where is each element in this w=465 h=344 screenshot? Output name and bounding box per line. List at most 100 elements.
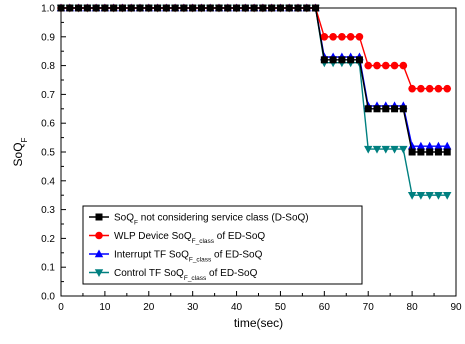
x-tick-label: 0 [58,302,64,313]
data-point [416,192,426,200]
series-line [61,7,448,153]
y-axis-title-text: SoQF [11,137,29,166]
data-point [443,148,451,156]
data-point [320,56,328,64]
data-point [373,105,381,113]
y-tick-label: 0.3 [41,205,55,216]
data-point [399,61,408,70]
data-point [443,84,452,93]
data-point [373,61,381,70]
data-point [408,84,416,93]
y-tick-label: 0.6 [41,119,55,130]
data-point [329,33,337,41]
y-tick-label: 0.8 [41,61,55,72]
data-point [372,145,382,154]
x-tick-label: 30 [187,302,199,313]
y-tick-label: 0.7 [41,90,55,101]
data-point [381,145,390,154]
data-point [416,141,426,150]
data-point [426,148,434,156]
data-point [364,105,372,113]
series-2 [57,4,452,93]
data-point [399,145,408,154]
series-line [61,7,448,196]
legend-entry: WLP Device SoQF_class of ED-SoQ [89,231,265,245]
data-point [425,192,434,200]
series-line [61,7,448,147]
y-tick-label: 0.5 [41,148,55,159]
legend-label-subscript: F [134,219,138,226]
data-point [381,61,390,70]
x-tick-label: 20 [143,302,155,313]
data-point [364,61,373,70]
legend-label: Control TF SoQF_class of ED-SoQ [114,268,258,282]
legend-label-rest: of ED-SoQ [206,268,257,279]
legend-label: WLP Device SoQF_class of ED-SoQ [114,231,265,245]
ticks-layer: 0 10 20 30 40 50 60 70 80 90 0.0 0.1 0.2 0.3 0.4 0.5 0.6… [41,4,462,314]
x-axis-title: time(sec) [234,316,283,330]
legend-label-rest: of ED-SoQ [211,250,262,261]
data-point [329,56,337,64]
data-point [434,84,443,93]
x-tick-label: 50 [275,302,287,313]
y-axis-title: SoQF [11,137,29,166]
y-axis-title-main: SoQ [11,142,25,166]
legend-entry: Control TF SoQF_class of ED-SoQ [89,268,258,282]
legend-label: SoQF not considering service class (D-So… [114,213,309,227]
data-point [390,61,399,70]
series-line [61,7,448,90]
data-point [355,56,363,64]
data-point [338,33,346,41]
legend-label-main: Control TF SoQ [114,268,184,279]
series-3 [56,3,452,150]
data-point [390,145,399,154]
legend-label-subscript: F_class [184,275,207,282]
legend-entry: SoQF not considering service class (D-So… [89,213,309,227]
legend-marker [95,213,103,221]
x-tick-label: 60 [319,302,331,313]
data-point [443,192,452,200]
series-4 [56,4,452,200]
y-tick-label: 0.2 [41,234,55,245]
legend-entry: Interrupt TF SoQF_class of ED-SoQ [89,249,263,264]
legend-label-main: Interrupt TF SoQ [114,250,189,261]
x-tick-label: 90 [450,302,462,313]
legend-label-subscript: F_class [192,238,215,245]
legend-label-subscript: F_class [189,256,212,263]
y-tick-label: 0.9 [41,32,55,43]
data-point [364,145,373,154]
y-tick-label: 1.0 [41,4,55,15]
data-point [434,192,443,200]
legend: SoQF not considering service class (D-So… [82,205,363,285]
legend-label-rest: of ED-SoQ [214,231,265,242]
data-point [425,141,434,150]
y-tick-label: 0.1 [41,263,55,274]
data-point [443,141,452,150]
data-point [346,33,355,41]
legend-marker [94,249,104,258]
data-point [347,56,355,64]
data-point [417,84,425,93]
legend-marker [95,231,103,240]
legend-box [82,205,363,285]
series-1 [57,4,451,156]
data-point [434,141,443,150]
series-layer [56,3,452,200]
legend-label: Interrupt TF SoQF_class of ED-SoQ [114,250,263,264]
data-point [338,56,346,64]
data-point [408,148,416,156]
data-point [320,33,329,41]
data-point [417,148,425,156]
legend-label-main: WLP Device SoQ [114,231,192,242]
data-point [425,84,434,93]
legend-label-main: SoQ [114,213,134,224]
x-tick-label: 10 [99,302,111,313]
y-tick-label: 0.0 [41,292,55,303]
y-tick-label: 0.4 [41,176,55,187]
legend-marker [94,269,104,277]
data-point [407,192,417,200]
data-point [382,105,390,113]
data-point [407,141,417,150]
data-point [434,148,442,156]
